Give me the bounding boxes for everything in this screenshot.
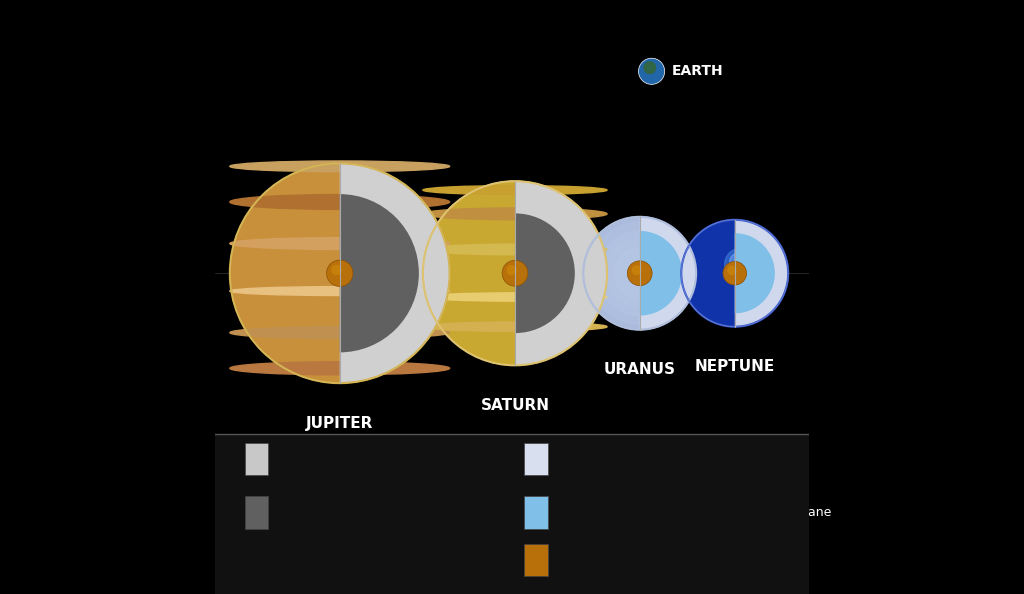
Text: Metallic hydrogen and atomic helium: Metallic hydrogen and atomic helium xyxy=(278,506,511,519)
Ellipse shape xyxy=(423,185,607,195)
Bar xyxy=(245,496,268,529)
Circle shape xyxy=(730,253,745,270)
Ellipse shape xyxy=(229,161,450,172)
Ellipse shape xyxy=(423,322,607,331)
Circle shape xyxy=(643,61,656,74)
Circle shape xyxy=(723,261,746,285)
Ellipse shape xyxy=(229,238,450,249)
Circle shape xyxy=(628,261,652,286)
Wedge shape xyxy=(735,233,775,314)
Bar xyxy=(215,434,809,594)
Wedge shape xyxy=(640,231,682,315)
Circle shape xyxy=(725,248,757,280)
Circle shape xyxy=(229,163,450,383)
Circle shape xyxy=(327,260,353,286)
Circle shape xyxy=(502,260,527,286)
Text: Molecular Hydrogen and atomic helium: Molecular Hydrogen and atomic helium xyxy=(278,453,524,465)
Circle shape xyxy=(727,266,736,275)
Wedge shape xyxy=(515,181,607,365)
Ellipse shape xyxy=(229,362,450,375)
Bar xyxy=(524,443,548,475)
Circle shape xyxy=(597,231,682,315)
Text: Hydrogen, helium, methane gas: Hydrogen, helium, methane gas xyxy=(557,453,759,465)
Text: SATURN: SATURN xyxy=(480,398,550,413)
Ellipse shape xyxy=(423,208,607,220)
Bar xyxy=(524,496,548,529)
Circle shape xyxy=(589,222,690,324)
Bar xyxy=(524,544,548,576)
Wedge shape xyxy=(735,261,746,285)
Text: URANUS: URANUS xyxy=(604,362,676,377)
Circle shape xyxy=(614,248,666,299)
Circle shape xyxy=(632,265,642,275)
Circle shape xyxy=(639,58,665,84)
Text: Ionized fluid water, ammonia, and methane: Ionized fluid water, ammonia, and methan… xyxy=(557,506,830,519)
Wedge shape xyxy=(640,217,696,330)
Wedge shape xyxy=(340,194,419,352)
Bar xyxy=(245,443,268,475)
Ellipse shape xyxy=(423,244,607,255)
Circle shape xyxy=(331,265,342,275)
Circle shape xyxy=(584,217,696,330)
Text: EARTH: EARTH xyxy=(672,64,723,78)
Text: NEPTUNE: NEPTUNE xyxy=(694,359,775,374)
Wedge shape xyxy=(340,163,450,383)
Circle shape xyxy=(681,220,788,327)
Wedge shape xyxy=(515,213,574,333)
Ellipse shape xyxy=(229,287,450,296)
Ellipse shape xyxy=(423,293,607,301)
Wedge shape xyxy=(640,261,652,286)
Circle shape xyxy=(606,239,674,307)
Wedge shape xyxy=(515,260,527,286)
Ellipse shape xyxy=(229,327,450,339)
Wedge shape xyxy=(735,220,788,327)
Text: Rock: Rock xyxy=(557,554,587,566)
Text: JUPITER: JUPITER xyxy=(306,416,374,431)
Wedge shape xyxy=(340,260,353,286)
Circle shape xyxy=(423,181,607,365)
Circle shape xyxy=(507,265,517,275)
Ellipse shape xyxy=(229,194,450,210)
